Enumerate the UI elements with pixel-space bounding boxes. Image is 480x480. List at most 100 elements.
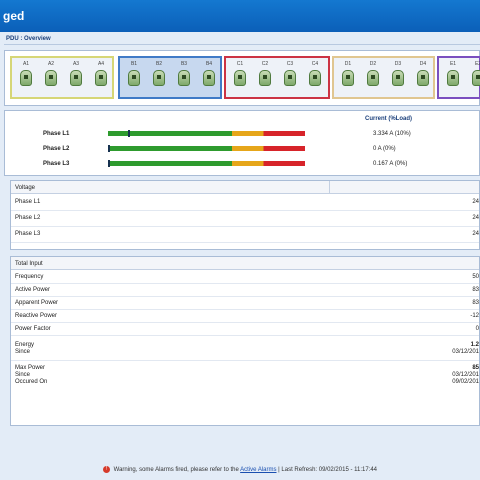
current-load-header: Current (%Load)	[365, 116, 412, 122]
phase-name: Phase L1	[43, 131, 70, 137]
outlet-group: B1 B2 B3 B4	[118, 56, 222, 99]
voltage-row: Phase L3 24	[11, 227, 479, 243]
outlet-c4[interactable]: C4	[309, 61, 321, 86]
outlet-b3[interactable]: B3	[178, 61, 190, 86]
voltage-value: 24	[472, 231, 479, 237]
voltage-title: Voltage	[15, 185, 36, 191]
outlet-label: D4	[419, 61, 427, 67]
voltage-value: 24	[472, 215, 479, 221]
total-input-label: Power Factor	[15, 326, 51, 332]
outlet-c2[interactable]: C2	[259, 61, 271, 86]
voltage-label: Phase L3	[15, 231, 41, 237]
total-input-value: 83	[472, 287, 479, 293]
phase-current: 3.334 A (10%)	[373, 131, 411, 137]
outlet-plug-icon	[392, 70, 404, 86]
voltage-label: Phase L1	[15, 199, 41, 205]
outlet-label: C2	[261, 61, 269, 67]
outlet-e1[interactable]: E1	[447, 61, 459, 86]
outlet-d4[interactable]: D4	[417, 61, 429, 86]
window-title: ged	[3, 9, 25, 23]
total-input-title: Total Input	[15, 261, 43, 267]
max-power-since-value: 03/12/201	[452, 372, 479, 378]
outlet-a1[interactable]: A1	[20, 61, 32, 86]
energy-row: Energy Since 1.2 03/12/201	[11, 340, 479, 361]
energy-label: Energy	[15, 342, 35, 348]
outlet-plug-icon	[417, 70, 429, 86]
outlet-b2[interactable]: B2	[153, 61, 165, 86]
outlet-plug-icon	[447, 70, 459, 86]
outlet-plug-icon	[70, 70, 82, 86]
total-input-value: -12	[470, 313, 479, 319]
outlet-a3[interactable]: A3	[70, 61, 82, 86]
outlet-b4[interactable]: B4	[203, 61, 215, 86]
energy-since-label: Since	[15, 349, 31, 355]
outlet-label: A2	[47, 61, 55, 67]
energy-value: 1.2	[470, 342, 479, 348]
outlet-label: C3	[286, 61, 294, 67]
voltage-label: Phase L2	[15, 215, 41, 221]
outlet-plug-icon	[178, 70, 190, 86]
voltage-row: Phase L2 24	[11, 211, 479, 227]
max-power-occured-value: 09/02/201	[452, 379, 479, 385]
max-power-label: Max Power	[15, 365, 46, 371]
outlet-group: A1 A2 A3 A4	[10, 56, 114, 99]
outlet-plug-icon	[153, 70, 165, 86]
load-bar	[108, 160, 305, 167]
outlet-a4[interactable]: A4	[95, 61, 107, 86]
outlet-group: D1 D2 D3 D4	[332, 56, 435, 99]
load-marker	[108, 145, 110, 152]
outlet-plug-icon	[203, 70, 215, 86]
warning-text: Warning, some Alarms fired, please refer…	[113, 467, 239, 473]
total-input-header: Total Input	[11, 257, 479, 270]
outlet-d2[interactable]: D2	[367, 61, 379, 86]
phase-current: 0 A (0%)	[373, 146, 396, 152]
outlet-label: D3	[394, 61, 402, 67]
outlet-group: C1 C2 C3 C4	[224, 56, 330, 99]
outlet-b1[interactable]: B1	[128, 61, 140, 86]
outlet-a2[interactable]: A2	[45, 61, 57, 86]
energy-since-value: 03/12/201	[452, 349, 479, 355]
total-input-value: 83	[472, 300, 479, 306]
outlet-d3[interactable]: D3	[392, 61, 404, 86]
outlet-plug-icon	[234, 70, 246, 86]
outlet-label: B4	[205, 61, 213, 67]
outlet-label: A1	[22, 61, 30, 67]
phase-row: Phase L2 0 A (0%)	[5, 144, 480, 154]
outlet-plug-icon	[45, 70, 57, 86]
voltage-row: Phase L1 24	[11, 195, 479, 211]
total-input-row: Active Power 83	[11, 284, 479, 297]
voltage-value: 24	[472, 199, 479, 205]
max-power-occured-label: Occured On	[15, 379, 48, 385]
outlet-plug-icon	[95, 70, 107, 86]
total-input-label: Reactive Power	[15, 313, 58, 319]
outlet-c3[interactable]: C3	[284, 61, 296, 86]
voltage-header: Voltage	[11, 181, 479, 194]
outlet-label: E2	[474, 61, 480, 67]
total-input-table: Total Input Frequency 50 Active Power 83 App…	[10, 256, 480, 426]
outlet-label: A3	[72, 61, 80, 67]
outlet-plug-icon	[284, 70, 296, 86]
total-input-row: Reactive Power -12	[11, 310, 479, 323]
outlet-label: D2	[369, 61, 377, 67]
active-alarms-link[interactable]: Active Alarms	[240, 467, 277, 473]
outlet-d1[interactable]: D1	[342, 61, 354, 86]
total-input-row: Apparent Power 83	[11, 297, 479, 310]
status-footer: ! Warning, some Alarms fired, please ref…	[0, 460, 480, 480]
total-input-label: Active Power	[15, 287, 51, 293]
total-input-label: Frequency	[15, 274, 44, 280]
outlet-label: B2	[155, 61, 163, 67]
outlet-group: E1 E2	[437, 56, 480, 99]
total-input-row: Frequency 50	[11, 271, 479, 284]
phase-name: Phase L3	[43, 161, 70, 167]
load-marker	[108, 160, 110, 167]
voltage-table: Voltage Phase L1 24 Phase L2 24 Phase L3 24	[10, 180, 480, 250]
outlet-plug-icon	[20, 70, 32, 86]
outlet-label: C1	[236, 61, 244, 67]
outlet-e2[interactable]: E2	[472, 61, 480, 86]
outlet-label: A4	[97, 61, 105, 67]
outlet-c1[interactable]: C1	[234, 61, 246, 86]
outlet-plug-icon	[128, 70, 140, 86]
outlet-plug-icon	[342, 70, 354, 86]
load-bar	[108, 130, 305, 137]
title-bar: ged	[0, 0, 480, 32]
